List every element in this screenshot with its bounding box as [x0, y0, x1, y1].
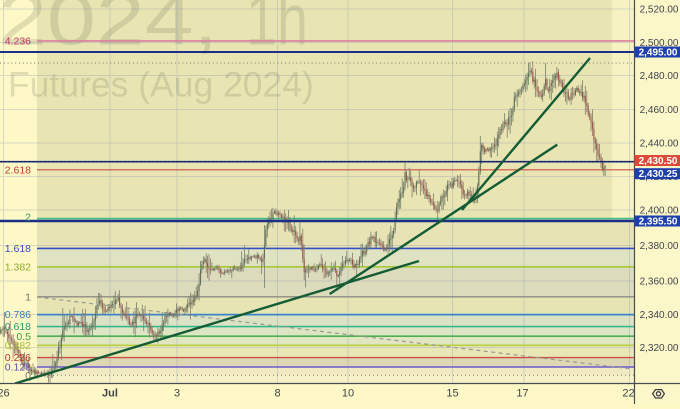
- svg-text:2,380.00: 2,380.00: [640, 241, 679, 252]
- svg-text:2,430.50: 2,430.50: [639, 156, 678, 167]
- svg-text:2: 2: [25, 212, 31, 224]
- svg-text:8: 8: [274, 388, 280, 400]
- svg-text:1.382: 1.382: [5, 261, 31, 273]
- svg-text:2.618: 2.618: [5, 164, 31, 176]
- svg-text:2,360.00: 2,360.00: [640, 277, 679, 288]
- svg-text:2,320.00: 2,320.00: [640, 343, 679, 354]
- svg-text:4.236: 4.236: [5, 36, 31, 48]
- svg-text:2,520.00: 2,520.00: [640, 5, 679, 16]
- svg-text:2,430.25: 2,430.25: [639, 169, 678, 180]
- svg-text:15: 15: [446, 388, 458, 400]
- svg-text:1: 1: [25, 291, 31, 303]
- svg-text:17: 17: [516, 388, 528, 400]
- svg-text:2,460.00: 2,460.00: [640, 105, 679, 116]
- svg-text:3: 3: [174, 388, 180, 400]
- svg-text:1.618: 1.618: [5, 243, 31, 255]
- svg-text:2,400.00: 2,400.00: [640, 206, 679, 217]
- svg-text:Futures (Aug 2024): Futures (Aug 2024): [8, 65, 314, 105]
- svg-text:10: 10: [342, 388, 354, 400]
- svg-text:0.382: 0.382: [5, 340, 31, 352]
- svg-text:26: 26: [0, 388, 10, 400]
- svg-text:2,480.00: 2,480.00: [640, 71, 679, 82]
- svg-text:Jul: Jul: [102, 388, 118, 400]
- svg-text:2,495.00: 2,495.00: [639, 48, 678, 59]
- svg-text:2,395.50: 2,395.50: [639, 217, 678, 228]
- svg-text:22: 22: [622, 388, 634, 400]
- svg-text:2,340.00: 2,340.00: [640, 310, 679, 321]
- svg-text:0: 0: [25, 370, 31, 382]
- svg-text:2,440.00: 2,440.00: [640, 139, 679, 150]
- svg-text:0.786: 0.786: [5, 309, 31, 321]
